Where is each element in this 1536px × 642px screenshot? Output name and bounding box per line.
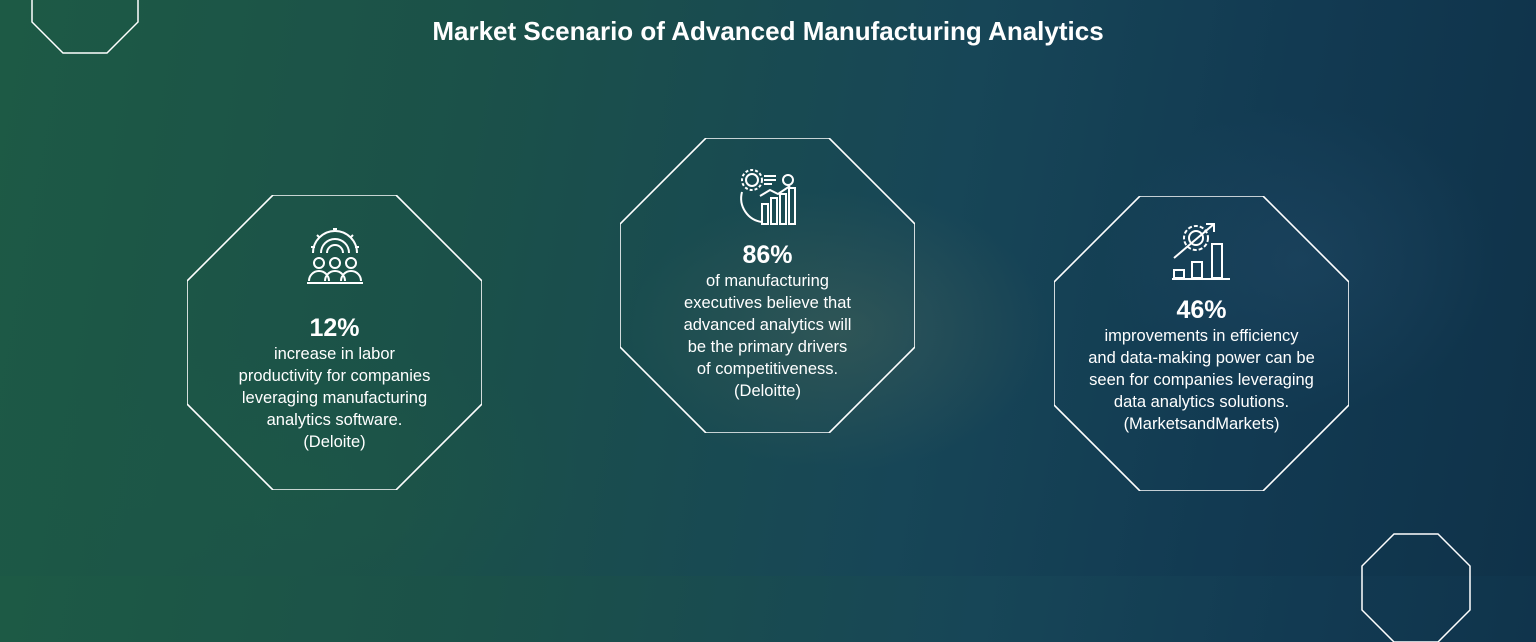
growth-gear-chart-icon <box>1171 223 1230 280</box>
stat-source: (MarketsandMarkets) <box>1123 415 1280 433</box>
background-image <box>0 0 1536 576</box>
stat-source: (Deloite) <box>303 433 366 451</box>
analytics-gear-chart-icon <box>739 169 796 225</box>
stat-card-efficiency-improvements: 46% improvements in efficiency and data-… <box>1054 196 1349 491</box>
decorative-octagon <box>1361 533 1471 642</box>
stat-description-line: leveraging manufacturing <box>241 389 428 407</box>
stat-card-executives-belief: 86% of manufacturing executives believe … <box>620 138 915 433</box>
decorative-octagon <box>31 0 139 54</box>
stat-description-line: advanced analytics will <box>683 316 852 334</box>
stat-description-line: be the primary drivers <box>687 338 848 356</box>
stat-value: 86% <box>742 241 793 269</box>
team-gear-icon <box>306 228 363 284</box>
octagon-frame <box>187 195 482 490</box>
octagon-frame <box>1054 196 1349 491</box>
stat-description-line: data analytics solutions. <box>1113 393 1290 411</box>
stat-description-line: improvements in efficiency <box>1104 327 1299 345</box>
stat-description-line: analytics software. <box>266 411 403 429</box>
stat-value: 46% <box>1176 296 1227 324</box>
stat-description-line: and data-making power can be <box>1088 349 1315 367</box>
octagon-frame <box>620 138 915 433</box>
stat-description-line: increase in labor <box>273 345 396 363</box>
stat-description-line: seen for companies leveraging <box>1089 371 1314 389</box>
stat-source: (Deloitte) <box>734 382 801 400</box>
stat-description-line: of manufacturing <box>706 272 829 290</box>
stat-card-labor-productivity: 12% increase in labor productivity for c… <box>187 195 482 490</box>
stat-value: 12% <box>309 314 360 342</box>
stat-description-line: executives believe that <box>684 294 851 312</box>
page-title: Market Scenario of Advanced Manufacturin… <box>432 16 1104 46</box>
stat-description-line: of competitiveness. <box>696 360 839 378</box>
stat-description-line: productivity for companies <box>238 367 431 385</box>
